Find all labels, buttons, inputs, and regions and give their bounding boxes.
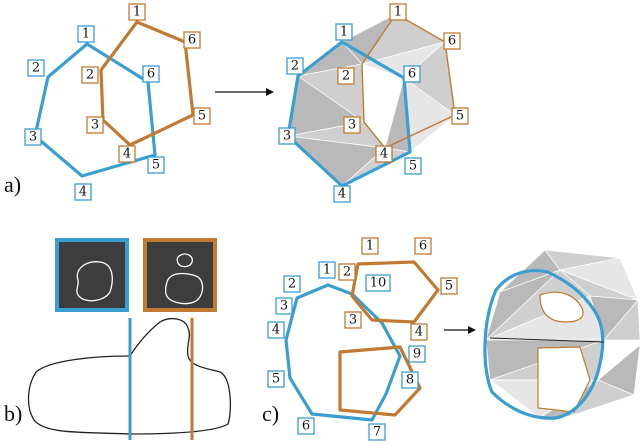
blue-contour-a-left — [33, 42, 157, 178]
svg-text:5: 5 — [152, 158, 160, 173]
blue-slice-contour — [76, 261, 113, 302]
orange-contour-c-2 — [338, 345, 422, 417]
svg-text:5: 5 — [198, 109, 206, 124]
orange-contour-c-1 — [350, 260, 440, 324]
orange-slice-panel — [143, 238, 217, 312]
svg-text:7: 7 — [373, 425, 381, 440]
svg-text:10: 10 — [370, 276, 387, 291]
svg-text:2: 2 — [86, 68, 94, 83]
svg-text:3: 3 — [280, 299, 288, 314]
svg-text:1: 1 — [133, 5, 141, 20]
svg-text:2: 2 — [343, 265, 351, 280]
arrow-c — [444, 326, 476, 334]
svg-text:1: 1 — [323, 263, 331, 278]
panel-b-diagram — [27, 238, 232, 440]
svg-text:2: 2 — [342, 69, 350, 84]
blue-slice-panel — [55, 238, 129, 312]
svg-text:2: 2 — [288, 277, 296, 292]
svg-text:6: 6 — [147, 67, 155, 82]
svg-text:5: 5 — [445, 279, 453, 294]
panel-c-right-diagram — [483, 249, 640, 420]
svg-text:5: 5 — [409, 159, 417, 174]
svg-text:4: 4 — [415, 325, 423, 340]
panel-c-left-diagram — [284, 260, 440, 422]
svg-text:9: 9 — [413, 347, 421, 362]
svg-text:4: 4 — [380, 147, 388, 162]
svg-text:8: 8 — [406, 373, 414, 388]
svg-text:6: 6 — [419, 239, 427, 254]
svg-text:1: 1 — [394, 5, 402, 20]
panel-a-right-diagram — [286, 13, 456, 188]
orange-slice-contour-1 — [176, 253, 193, 268]
orange-slice-contour-2 — [164, 272, 204, 305]
svg-text:2: 2 — [291, 59, 299, 74]
svg-text:4: 4 — [272, 323, 280, 338]
panel-label-c: c) — [262, 401, 279, 426]
svg-text:4: 4 — [123, 147, 131, 162]
svg-text:6: 6 — [448, 34, 456, 49]
svg-text:2: 2 — [32, 61, 40, 76]
labels-c-orange: 1 2 3 4 5 6 — [338, 237, 458, 341]
svg-text:1: 1 — [366, 239, 374, 254]
svg-text:3: 3 — [283, 129, 291, 144]
labels-c-blue: 1 2 3 4 5 6 7 8 9 10 — [267, 261, 426, 441]
svg-text:3: 3 — [349, 313, 357, 328]
svg-text:1: 1 — [82, 27, 90, 42]
shape-outline — [27, 317, 232, 435]
svg-text:6: 6 — [302, 419, 310, 434]
labels-a-right-blue: 1 2 3 4 5 6 — [278, 23, 422, 203]
inner-hole — [537, 346, 591, 413]
panel-label-b: b) — [4, 401, 22, 426]
labels-a-left-blue: 1 2 3 4 5 6 — [24, 25, 165, 201]
svg-text:4: 4 — [79, 185, 87, 200]
svg-text:6: 6 — [188, 33, 196, 48]
svg-text:4: 4 — [338, 187, 346, 202]
blue-contour-c-3d — [483, 268, 605, 420]
svg-text:5: 5 — [456, 109, 464, 124]
labels-a-right-orange: 1 2 3 4 5 6 — [337, 3, 469, 163]
svg-text:5: 5 — [272, 372, 280, 387]
svg-text:3: 3 — [29, 130, 37, 145]
svg-text:3: 3 — [348, 118, 356, 133]
svg-text:6: 6 — [408, 67, 416, 82]
arrow-a — [215, 88, 274, 96]
panel-label-a: a) — [4, 172, 21, 197]
svg-text:3: 3 — [91, 118, 99, 133]
labels-a-left-orange: 1 2 3 4 5 6 — [81, 3, 211, 163]
blue-contour-c — [284, 283, 402, 422]
svg-text:1: 1 — [340, 25, 348, 40]
panel-a-left-diagram — [33, 20, 195, 178]
